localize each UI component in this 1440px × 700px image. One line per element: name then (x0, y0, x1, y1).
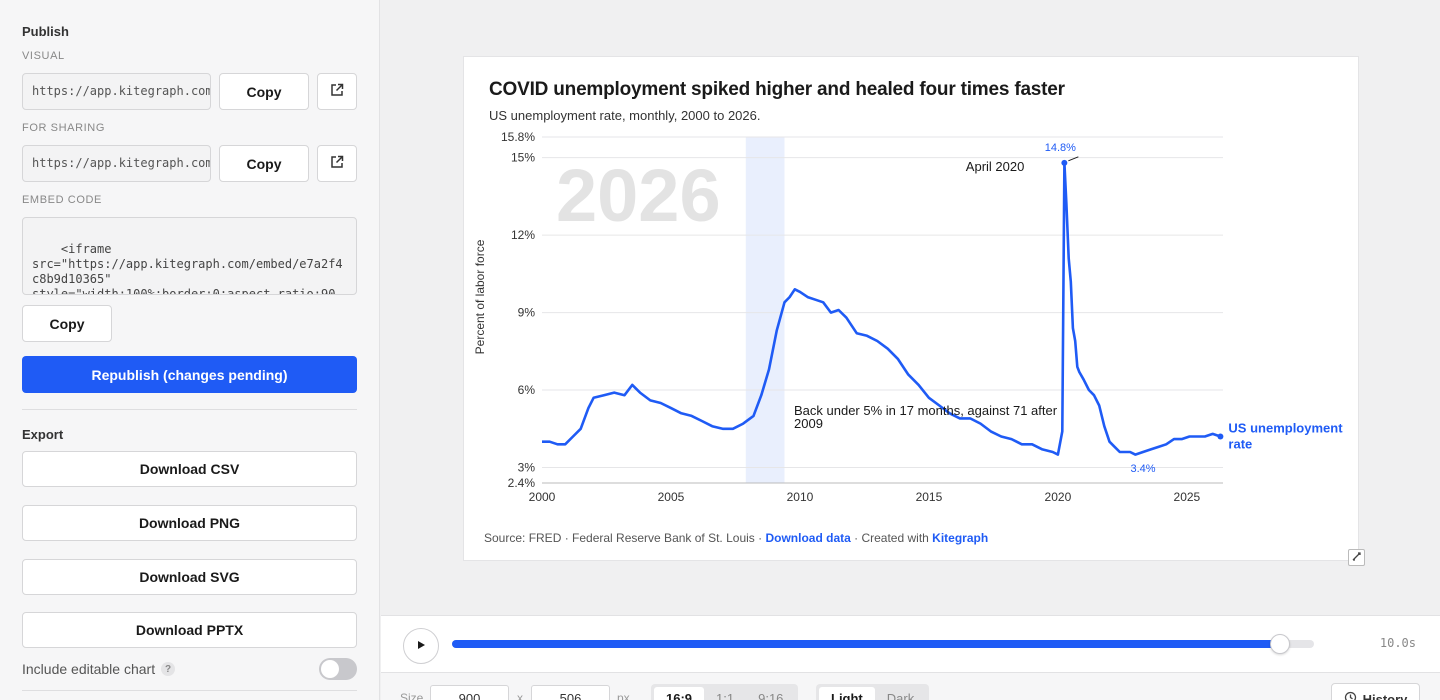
x-tick-label: 2010 (787, 490, 814, 504)
series-line (542, 161, 1221, 456)
x-tick-label: 2000 (529, 490, 556, 504)
bottom-toolbar: Size 900 x 506 px 16:9 1:1 9:16 Light Da… (381, 672, 1440, 700)
resize-handle[interactable] (1348, 549, 1365, 566)
download-pptx-button[interactable]: Download PPTX (22, 612, 357, 648)
history-button[interactable]: History (1331, 683, 1420, 700)
sharing-label: FOR SHARING (22, 122, 105, 134)
play-icon (416, 637, 426, 655)
x-tick-label: 2020 (1045, 490, 1072, 504)
copy-visual-url-button[interactable]: Copy (219, 73, 309, 110)
copy-embed-button[interactable]: Copy (22, 305, 112, 342)
clock-icon (1344, 691, 1357, 700)
external-link-icon (330, 83, 344, 100)
export-title: Export (22, 427, 64, 442)
unit-label: px (617, 691, 630, 700)
embed-code-text: <iframe src="https://app.kitegraph.com/e… (32, 242, 343, 295)
visual-url-field[interactable]: https://app.kitegraph.com/v/e7a2f4c8b9d1… (22, 73, 211, 110)
chart-source: Source: FRED · Federal Reserve Bank of S… (484, 531, 988, 545)
trough-label: 3.4% (1130, 463, 1155, 475)
theme-dark[interactable]: Dark (886, 691, 915, 700)
download-png-button[interactable]: Download PNG (22, 505, 357, 541)
recovery-note: Back under 5% in 17 months, against 71 a… (794, 403, 1058, 431)
history-label: History (1362, 691, 1408, 700)
series-end-point (1217, 433, 1224, 440)
kitegraph-link[interactable]: Kitegraph (932, 531, 989, 545)
year-watermark: 2026 (556, 154, 721, 237)
chart-card: 2.4% 3% 6% 9% 12% 15% 15.8% 2000 2005 2010 2015 20… (463, 56, 1359, 561)
animation-player: 10.0s (381, 615, 1440, 672)
times-label: x (517, 691, 523, 700)
aspect-16-9[interactable]: 16:9 (654, 687, 705, 700)
aspect-ratio-selector: 16:9 1:1 9:16 (651, 684, 799, 700)
y-tick-label: 15% (511, 151, 535, 165)
timeline-progress (452, 640, 1280, 648)
publish-sidebar: Publish VISUAL https://app.kitegraph.com… (0, 0, 380, 700)
chart-subtitle: US unemployment rate, monthly, 2000 to 2… (489, 108, 761, 123)
embed-code-label: EMBED CODE (22, 194, 102, 206)
embed-code-textarea[interactable]: <iframe src="https://app.kitegraph.com/e… (22, 217, 357, 295)
size-label: Size (400, 691, 424, 700)
sidebar-divider (22, 409, 357, 410)
chart-title: COVID unemployment spiked higher and hea… (489, 79, 1065, 100)
y-tick-label: 3% (518, 461, 536, 475)
toggle-knob (321, 660, 339, 678)
aspect-9-16[interactable]: 9:16 (758, 691, 784, 700)
copy-sharing-url-button[interactable]: Copy (219, 145, 309, 182)
timeline-slider[interactable] (452, 634, 1314, 654)
include-editable-row: Include editable chart ? (22, 657, 357, 681)
visual-url-row: https://app.kitegraph.com/v/e7a2f4c8b9d1… (22, 73, 357, 110)
y-tick-label: 15.8% (501, 130, 535, 144)
aspect-1-1[interactable]: 1:1 (716, 691, 735, 700)
y-tick-label: 9% (518, 306, 536, 320)
open-visual-url-button[interactable] (317, 73, 357, 110)
open-sharing-url-button[interactable] (317, 145, 357, 182)
play-button[interactable] (403, 628, 439, 664)
april-2020-callout: April 2020 (966, 159, 1025, 174)
source-text: Source: FRED · Federal Reserve Bank of S… (484, 531, 766, 545)
y-tick-label: 2.4% (508, 476, 536, 490)
x-tick-label: 2015 (916, 490, 943, 504)
height-input[interactable]: 506 (531, 685, 610, 700)
created-with-text: · Created with (850, 531, 933, 545)
y-axis-label: Percent of labor force (473, 239, 487, 354)
include-editable-toggle[interactable] (319, 658, 357, 680)
visual-label: VISUAL (22, 50, 65, 62)
series-end-label: US unemployment rate (1228, 421, 1343, 452)
theme-light[interactable]: Light (819, 687, 875, 700)
chart-svg: 2.4%3% 6% 9% 12% 15% 15.8% 2000 2005 2010 2015 20… (473, 130, 1343, 504)
download-svg-button[interactable]: Download SVG (22, 559, 357, 595)
sharing-url-row: https://app.kitegraph.com/s/e7a2f4c8b9d1… (22, 145, 357, 182)
theme-selector: Light Dark (816, 684, 930, 700)
callout-line (1068, 156, 1079, 162)
y-tick-label: 12% (511, 228, 535, 242)
peak-point (1061, 159, 1068, 166)
x-tick-label: 2025 (1174, 490, 1201, 504)
publish-title: Publish (22, 24, 69, 39)
external-link-icon (330, 155, 344, 172)
y-tick-label: 6% (518, 383, 536, 397)
help-icon[interactable]: ? (161, 662, 176, 676)
recession-band (745, 137, 785, 483)
resize-grip-icon[interactable] (346, 284, 354, 292)
pencil-icon (1351, 549, 1362, 567)
timeline-thumb[interactable] (1269, 634, 1290, 654)
republish-button[interactable]: Republish (changes pending) (22, 356, 357, 393)
peak-label: 14.8% (1045, 142, 1076, 154)
sharing-url-field[interactable]: https://app.kitegraph.com/s/e7a2f4c8b9d1… (22, 145, 211, 182)
width-input[interactable]: 900 (430, 685, 509, 700)
download-data-link[interactable]: Download data (765, 531, 851, 545)
include-editable-label: Include editable chart (22, 661, 156, 677)
sidebar-divider-bottom (22, 690, 357, 691)
duration-label: 10.0s (1379, 636, 1416, 650)
x-tick-label: 2005 (658, 490, 685, 504)
download-csv-button[interactable]: Download CSV (22, 451, 357, 487)
